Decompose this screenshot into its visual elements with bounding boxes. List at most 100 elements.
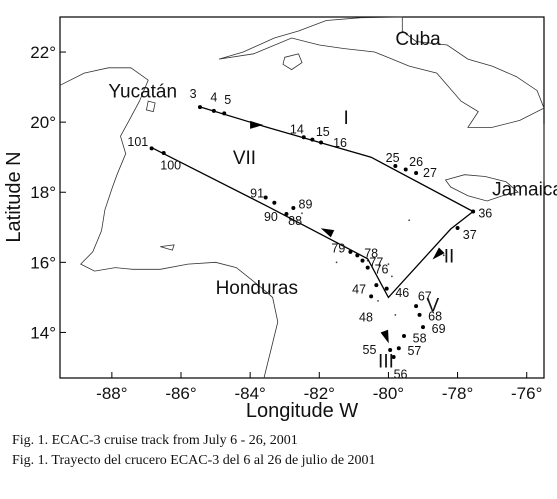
station-label-26: 26 [409,155,423,169]
x-tick-label-6: -76° [511,384,542,403]
y-tick-label-3: 16° [30,253,56,272]
station-label-68: 68 [428,310,442,324]
station-label-67: 67 [418,289,432,303]
station-marker-56 [391,354,396,359]
station-marker-48 [369,294,374,299]
station-marker-101 [149,146,154,151]
station-label-27: 27 [423,166,437,180]
station-marker-26 [403,167,408,172]
station-marker-25 [393,163,398,168]
station-label-89: 89 [299,198,313,212]
x-tick-label-3: -82° [304,384,335,403]
station-marker-15 [310,137,315,142]
station-marker-88 [284,211,289,216]
station-label-58: 58 [413,332,427,346]
x-axis-title: Longitude W [246,400,358,422]
cay-6 [335,261,338,264]
station-label-36: 36 [478,206,492,220]
station-label-78: 78 [364,247,378,261]
station-marker-77 [360,258,365,263]
station-label-3: 3 [190,87,197,101]
station-label-90: 90 [264,210,278,224]
track-direction-arrow-4 [320,228,335,238]
station-label-5: 5 [224,93,231,107]
station-label-76: 76 [375,262,389,276]
station-label-47: 47 [352,282,366,296]
coastline-jamaica [444,174,519,202]
transect-label-ii: II [444,246,455,267]
station-label-69: 69 [432,322,446,336]
coastline-isla-juventud [282,53,303,71]
station-label-101: 101 [127,135,148,149]
place-label-jamaica: Jamaica [492,180,557,201]
coastline-cozumel [145,100,156,113]
station-marker-76 [365,265,370,270]
station-marker-100 [161,150,166,155]
cay-2 [387,263,390,265]
axis-ticks-layer: -88° -86° -84° -82° -80° -78° -76° 22° 20° 18° 16°… [30,43,542,403]
station-label-48: 48 [359,310,373,324]
y-axis-title: Latitude N [3,151,25,242]
x-tick-label-1: -86° [165,384,196,403]
station-label-16: 16 [333,136,347,150]
stations-layer [149,105,476,359]
track-direction-arrow-1 [250,120,264,129]
cay-5 [394,314,397,316]
station-marker-46 [384,286,389,291]
y-tick-label-1: 20° [30,113,56,132]
station-marker-67 [414,304,419,309]
station-label-55: 55 [363,343,377,357]
cay-7 [301,212,303,215]
transect-label-iii: III [378,351,394,372]
station-label-4: 4 [210,91,217,105]
place-label-honduras: Honduras [216,278,298,299]
station-marker-36 [471,209,476,214]
station-label-88: 88 [288,214,302,228]
station-label-100: 100 [160,158,181,172]
station-label-79: 79 [331,241,345,255]
station-marker-58 [401,333,406,338]
station-marker-57 [396,346,401,351]
station-marker-47 [374,283,379,288]
y-tick-label-2: 18° [30,183,56,202]
station-marker-5 [222,111,227,116]
station-marker-90 [272,200,277,205]
direction-arrows-layer [250,120,445,344]
station-label-15: 15 [316,125,330,139]
track-direction-arrow-3 [380,329,389,344]
y-tick-label-4: 14° [30,323,56,342]
figure-caption-english: Fig. 1. ECAC-3 cruise track from July 6 … [12,433,298,448]
station-marker-16 [319,140,324,145]
station-marker-68 [417,312,422,317]
station-label-57: 57 [407,344,421,358]
transect-label-v: V [426,295,439,316]
station-marker-3 [198,105,203,110]
coastline-cuba [218,16,545,128]
station-label-91: 91 [250,186,264,200]
x-tick-label-4: -80° [373,384,404,403]
figure-caption-spanish: Fig. 1. Trayecto del crucero ECAC-3 del … [12,453,376,468]
cay-9 [442,254,445,257]
station-marker-4 [211,108,216,113]
coastline-islas-bahia [160,244,175,251]
cay-3 [390,275,393,278]
station-marker-79 [348,249,353,254]
station-label-46: 46 [395,286,409,300]
station-marker-89 [291,206,296,211]
station-label-77: 77 [369,255,383,269]
cay-8 [408,219,411,222]
station-label-14: 14 [290,123,304,137]
station-marker-55 [388,347,393,352]
y-tick-label-0: 22° [30,43,56,62]
station-marker-91 [263,195,268,200]
station-marker-27 [414,170,419,175]
track-direction-arrow-2 [432,247,445,260]
station-label-25: 25 [386,151,400,165]
place-label-yucatn: Yucatán [108,82,177,103]
station-marker-78 [355,253,360,258]
coastline-layer [59,16,545,379]
x-tick-label-2: -84° [234,384,265,403]
place-label-cuba: Cuba [395,29,441,50]
map-frame [59,16,545,379]
